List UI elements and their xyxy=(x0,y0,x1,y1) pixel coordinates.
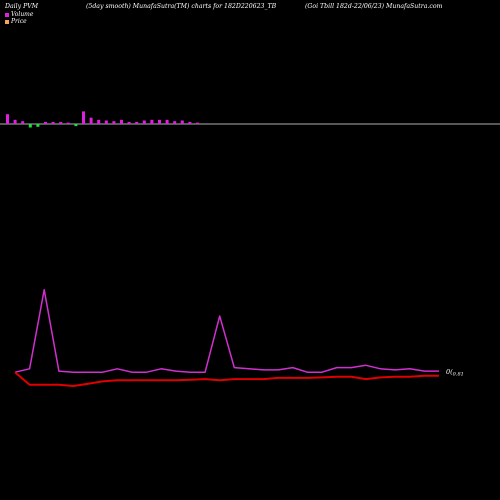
volume-bar xyxy=(6,114,9,124)
volume-bar xyxy=(13,119,17,124)
volume-bar xyxy=(120,119,123,124)
volume-bar xyxy=(21,121,25,124)
chart-title-center: (5day smooth) MunafaSutra(TM) charts for… xyxy=(86,3,277,10)
volume-bar xyxy=(36,124,40,127)
legend-price-label: Price xyxy=(11,18,27,25)
volume-bar xyxy=(158,119,161,124)
legend-price: Price xyxy=(5,18,27,25)
volume-bar xyxy=(59,121,63,124)
volume-bar xyxy=(112,121,116,124)
volume-bar xyxy=(150,119,154,124)
volume-bar xyxy=(44,121,47,124)
volume-bar xyxy=(135,121,139,124)
volume-bar xyxy=(165,119,169,124)
last-value-sub: 0.81 xyxy=(453,372,464,378)
price-lines xyxy=(14,288,439,387)
volume-bar xyxy=(104,120,108,124)
chart-title-left: Daily PVM xyxy=(5,3,39,10)
price-line xyxy=(14,371,439,387)
volume-bar xyxy=(66,122,70,124)
volume-bar xyxy=(82,111,85,124)
pvm-line xyxy=(14,288,439,373)
legend-volume-swatch xyxy=(5,12,9,17)
volume-bar xyxy=(51,121,55,124)
legend-price-swatch xyxy=(5,19,9,24)
volume-bar xyxy=(180,120,184,124)
volume-bar xyxy=(28,124,32,128)
volume-bar xyxy=(89,117,93,124)
legend-volume: Volume xyxy=(5,11,33,18)
volume-bars xyxy=(0,111,500,128)
last-value-label: 0(0.81 xyxy=(446,368,464,378)
volume-bar xyxy=(196,122,199,124)
chart-title-right: (Goi Tbill 182d-22/06/23) MunafaSutra.co… xyxy=(305,3,443,10)
volume-bar xyxy=(173,121,177,124)
volume-bar xyxy=(142,120,146,124)
volume-bar xyxy=(127,121,131,124)
volume-bar xyxy=(74,124,78,127)
volume-bar xyxy=(97,119,101,124)
volume-bar xyxy=(188,121,192,124)
legend-volume-label: Volume xyxy=(11,11,34,18)
